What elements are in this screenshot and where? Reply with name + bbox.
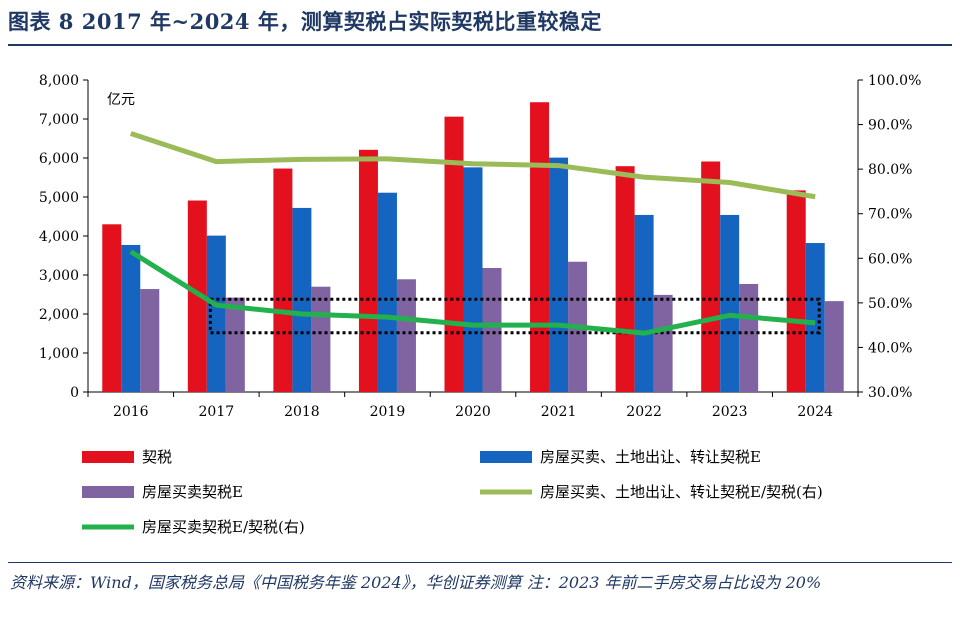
- y-tick-label-right: 70.0%: [868, 207, 912, 223]
- legend-swatch: [480, 451, 532, 463]
- title-divider: [8, 44, 952, 46]
- legend-swatch: [82, 451, 134, 463]
- y-tick-label-left: 8,000: [39, 73, 79, 89]
- bar-3: [739, 283, 759, 392]
- y-tick-label-left: 0: [70, 385, 79, 401]
- y-tick-label-left: 5,000: [39, 190, 79, 206]
- bar-3: [396, 279, 416, 392]
- bar-1: [701, 161, 721, 392]
- legend-swatch: [82, 486, 134, 498]
- source-divider: [8, 562, 952, 563]
- legend-label: 房屋买卖契税E/契税(右): [142, 518, 305, 536]
- bar-2: [720, 214, 740, 392]
- x-tick-label: 2016: [113, 404, 149, 420]
- legend-label: 房屋买卖、土地出让、转让契税E/契税(右): [540, 483, 823, 501]
- x-tick-label: 2021: [541, 404, 577, 420]
- bar-1: [444, 116, 464, 392]
- source-note: 资料来源：Wind，国家税务总局《中国税务年鉴 2024》，华创证券测算 注：2…: [10, 573, 822, 592]
- bar-2: [634, 214, 654, 392]
- y-tick-label-left: 1,000: [39, 346, 79, 362]
- y-tick-label-right: 80.0%: [868, 162, 912, 178]
- bar-1: [786, 190, 806, 392]
- bar-1: [358, 149, 378, 392]
- y-tick-label-right: 60.0%: [868, 251, 912, 267]
- bar-2: [805, 243, 825, 392]
- bar-3: [311, 286, 331, 392]
- y-tick-label-left: 2,000: [39, 307, 79, 323]
- x-tick-label: 2018: [284, 404, 320, 420]
- x-tick-label: 2020: [455, 404, 491, 420]
- highlight-box: [208, 297, 821, 335]
- bar-2: [549, 157, 569, 392]
- bar-3: [482, 267, 502, 392]
- y-tick-label-left: 4,000: [39, 229, 79, 245]
- bar-1: [102, 224, 122, 392]
- bar-1: [187, 200, 207, 392]
- bar-3: [653, 294, 673, 392]
- x-tick-label: 2024: [797, 404, 833, 420]
- bar-3: [225, 297, 245, 392]
- x-tick-label: 2022: [626, 404, 662, 420]
- bar-3: [140, 289, 160, 392]
- bar-1: [273, 168, 293, 392]
- bar-1: [530, 102, 550, 392]
- x-tick-label: 2019: [370, 404, 406, 420]
- y-tick-label-left: 6,000: [39, 151, 79, 167]
- bar-3: [824, 301, 844, 392]
- line-series-1: [129, 131, 816, 200]
- legend-label: 契税: [142, 448, 172, 466]
- line-series-2: [129, 249, 816, 336]
- x-tick-label: 2023: [712, 404, 748, 420]
- y-tick-label-right: 50.0%: [868, 296, 912, 312]
- y-tick-label-right: 100.0%: [868, 73, 921, 89]
- page-title: 图表 8 2017 年~2024 年，测算契税占实际契税比重较稳定: [8, 9, 602, 34]
- chart: 0 1,000 2,000 3,000 4,000 5,000 6,000 7,000 8,00…: [39, 73, 921, 536]
- legend-label: 房屋买卖契税E: [142, 483, 243, 501]
- bar-2: [206, 235, 226, 392]
- y-tick-label-right: 40.0%: [868, 340, 912, 356]
- y-tick-label-left: 7,000: [39, 112, 79, 128]
- bar-2: [377, 192, 397, 392]
- bar-2: [121, 244, 141, 392]
- x-tick-label: 2017: [199, 404, 235, 420]
- y-tick-label-right: 30.0%: [868, 385, 912, 401]
- bar-2: [463, 167, 483, 392]
- legend-label: 房屋买卖、土地出让、转让契税E: [540, 448, 761, 466]
- y-tick-label-right: 90.0%: [868, 118, 912, 134]
- y-tick-label-left: 3,000: [39, 268, 79, 284]
- bar-1: [615, 166, 635, 392]
- y-axis-unit-label: 亿元: [107, 92, 135, 108]
